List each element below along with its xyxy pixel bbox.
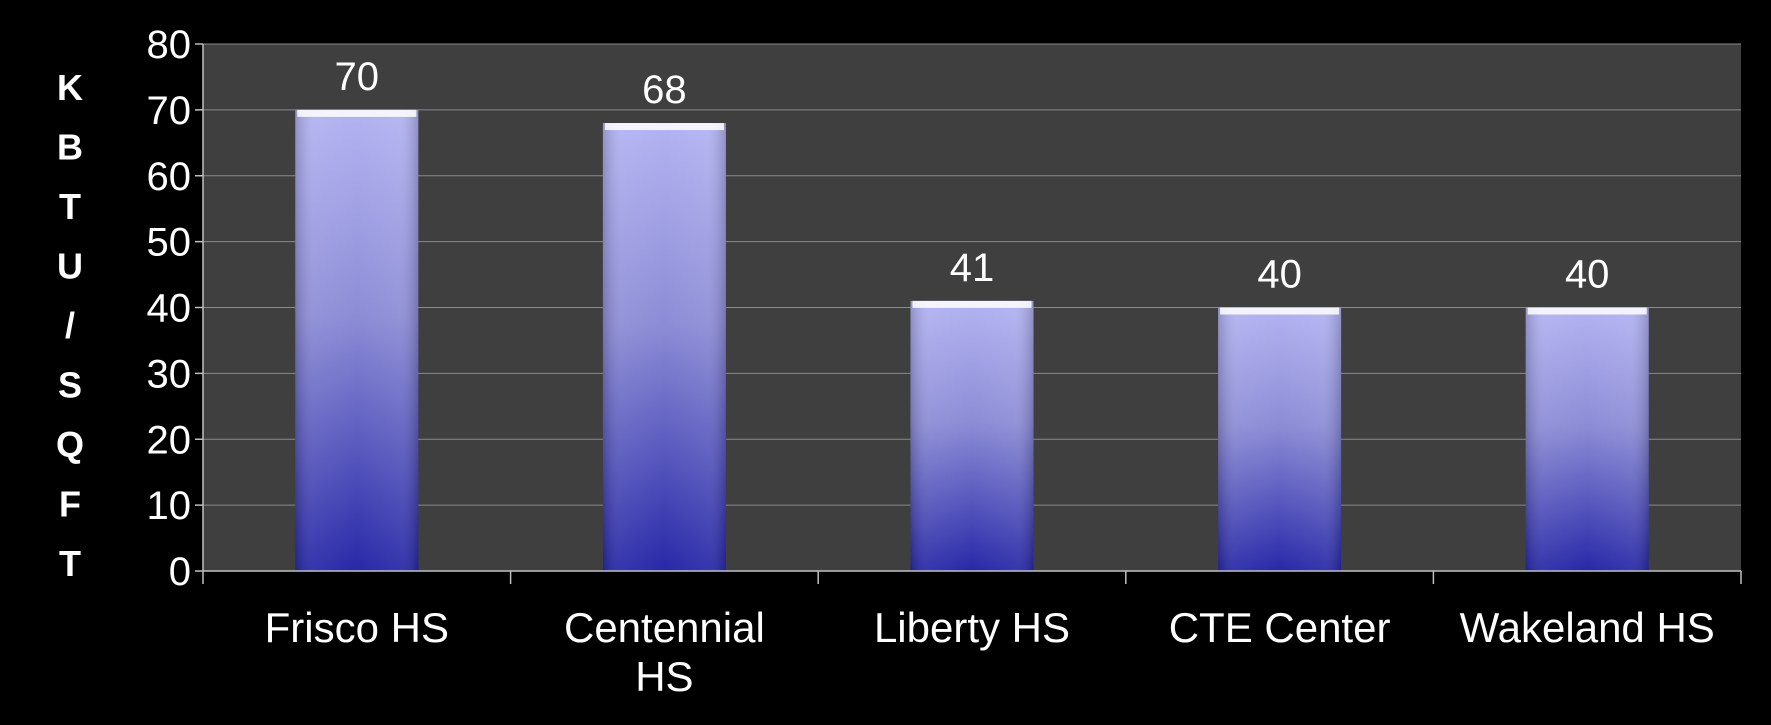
y-axis-title-letter: F	[59, 484, 81, 525]
y-axis-title-letter: S	[58, 365, 82, 406]
data-label: 68	[642, 68, 687, 112]
x-category-label: HS	[635, 653, 693, 700]
data-label: 70	[335, 55, 380, 99]
bar-sheen	[1525, 307, 1649, 571]
y-axis-title-letter: B	[57, 127, 83, 168]
y-axis-title-letter: T	[59, 543, 81, 584]
y-tick-label: 50	[147, 221, 192, 265]
x-category-label: Frisco HS	[265, 604, 449, 651]
bars	[295, 109, 1649, 572]
bar-top-highlight	[297, 109, 417, 117]
y-tick-label: 30	[147, 352, 192, 396]
y-tick-label: 80	[147, 23, 192, 67]
x-category-label: CTE Center	[1169, 604, 1391, 651]
x-category-label: Centennial	[564, 604, 765, 651]
data-label: 40	[1565, 253, 1610, 297]
y-tick-label: 10	[147, 484, 192, 528]
bar-top-highlight	[604, 123, 724, 131]
data-label: 41	[950, 246, 995, 290]
y-tick-label: 60	[147, 155, 192, 199]
data-label: 40	[1257, 253, 1302, 297]
y-tick-label: 20	[147, 418, 192, 462]
y-tick-label: 0	[169, 550, 191, 594]
bar-top-highlight	[1220, 307, 1340, 315]
y-tick-labels: 0 10 20 30 40 50 60 70 80	[147, 23, 203, 594]
bar-sheen	[910, 300, 1034, 571]
bar-sheen	[1218, 307, 1342, 571]
y-tick-label: 40	[147, 287, 192, 331]
x-category-label: Wakeland HS	[1460, 604, 1715, 651]
bar-sheen	[295, 109, 419, 571]
y-axis-title-letter: T	[59, 186, 81, 227]
y-axis-title-letter: K	[57, 67, 83, 108]
y-axis-title-letter: /	[65, 305, 75, 346]
bar-top-highlight	[912, 300, 1032, 308]
x-category-label: Liberty HS	[874, 604, 1070, 651]
bar-top-highlight	[1527, 307, 1647, 315]
y-axis-title-letter: U	[57, 246, 83, 287]
data-labels: 70 68 41 40 40	[335, 55, 1610, 297]
bar-sheen	[602, 123, 726, 572]
y-tick-label: 70	[147, 89, 192, 133]
y-axis-title-letter: Q	[56, 424, 84, 465]
